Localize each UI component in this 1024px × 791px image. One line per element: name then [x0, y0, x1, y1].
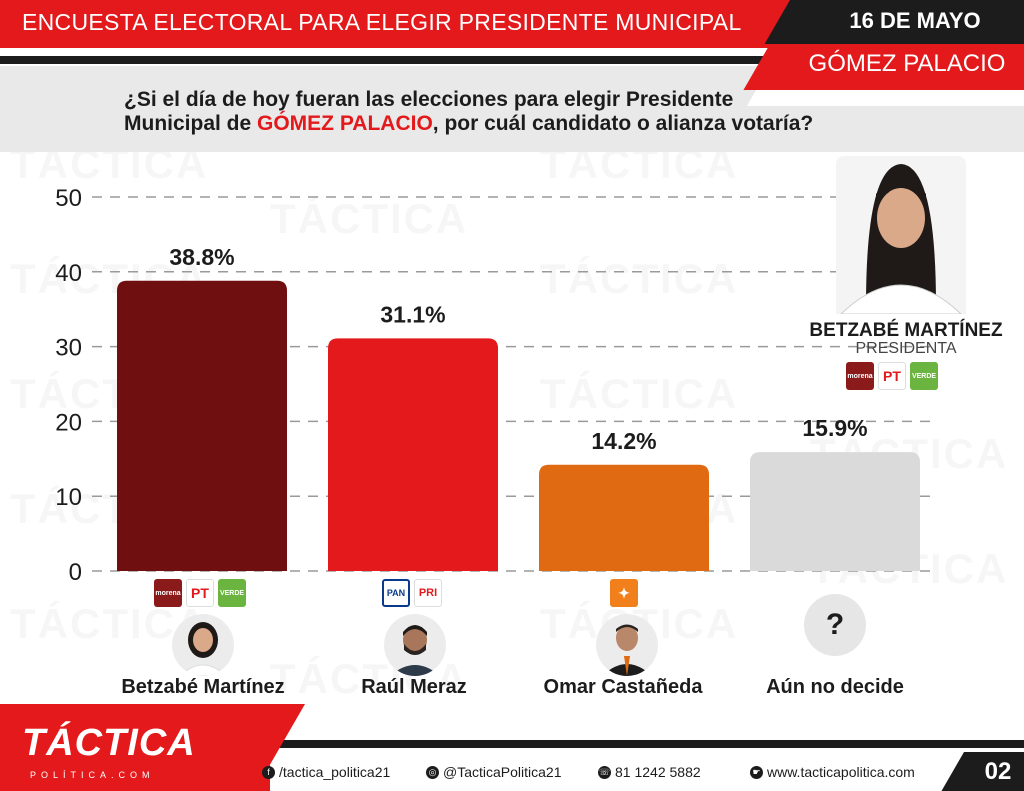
winner-party-logos: morena PT VERDE: [846, 362, 938, 390]
candidate-name: Omar Castañeda: [543, 676, 703, 698]
facebook-handle: /tactica_politica21: [279, 764, 391, 780]
page-number: 02: [984, 758, 1012, 785]
candidate-name: Raúl Meraz: [361, 676, 467, 698]
y-tick-label: 20: [55, 409, 82, 436]
party-logos-raul: PAN PRI: [382, 579, 442, 609]
y-tick-label: 30: [55, 335, 82, 362]
instagram-handle: @TacticaPolitica21: [443, 764, 562, 780]
brand-logo: TÁCTICA: [22, 722, 196, 764]
footer-website[interactable]: ☛ www.tacticapolitica.com: [750, 764, 915, 780]
question-line-2c: , por cuál candidato o alianza votaría?: [432, 112, 814, 135]
party-logos-omar: ✦: [610, 579, 638, 609]
whatsapp-icon: ☏: [598, 765, 611, 779]
verde-logo-icon: VERDE: [218, 579, 246, 607]
candidate-name: Betzabé Martínez: [121, 676, 285, 698]
footer-divider: [0, 740, 1024, 748]
pan-logo-icon: PAN: [382, 579, 410, 607]
survey-question: ¿Si el día de hoy fueran las elecciones …: [124, 88, 844, 136]
survey-date: 16 DE MAYO: [849, 8, 981, 33]
brand-logo-sub: POLÍTICA.COM: [30, 770, 155, 780]
y-tick-label: 0: [69, 559, 82, 586]
bar-value-label: 14.2%: [591, 428, 656, 454]
y-tick-label: 40: [55, 260, 82, 287]
undecided-icon: ?: [804, 594, 866, 656]
footer-facebook[interactable]: f /tactica_politica21: [262, 764, 390, 780]
header-divider: [0, 56, 800, 64]
question-line-1: ¿Si el día de hoy fueran las elecciones …: [124, 88, 734, 111]
pointer-hand-icon: ☛: [750, 765, 763, 779]
morena-logo-icon: morena: [154, 579, 182, 607]
person-icon: [390, 625, 440, 676]
candidate-name: Aún no decide: [766, 676, 904, 698]
bar: [117, 280, 287, 571]
bar: [750, 452, 920, 571]
bar-value-label: 38.8%: [169, 244, 234, 270]
header-title: ENCUESTA ELECTORAL PARA ELEGIR PRESIDENT…: [22, 9, 742, 35]
bar: [539, 464, 709, 571]
phone-number: 81 1242 5882: [615, 764, 701, 780]
bar-chart: 0 10 20 30 40 50 38.8% 31.1% 14.2% 15.9%: [55, 185, 935, 586]
morena-logo-icon: morena: [846, 362, 874, 390]
footer-instagram[interactable]: ◎ @TacticaPolitica21: [426, 764, 562, 780]
footer-phone[interactable]: ☏ 81 1242 5882: [598, 764, 701, 780]
winner-photo: [836, 156, 966, 314]
avatar-omar: [596, 614, 658, 676]
y-tick-label: 10: [55, 484, 82, 511]
verde-logo-icon: VERDE: [910, 362, 938, 390]
party-logos-betzabe: morena PT VERDE: [154, 579, 246, 609]
pt-logo-icon: PT: [878, 362, 906, 390]
avatar-betzabe: [172, 614, 234, 676]
question-line-2a: Municipal de: [124, 112, 258, 135]
avatar-raul: [384, 614, 446, 676]
winner-name: BETZABÉ MARTÍNEZ: [809, 320, 1003, 341]
winner-role: PRESIDENTA: [855, 340, 957, 357]
bar: [328, 338, 498, 571]
question-city-highlight: GÓMEZ PALACIO: [257, 112, 433, 135]
instagram-icon: ◎: [426, 765, 439, 779]
person-icon: [602, 624, 652, 676]
pt-logo-icon: PT: [186, 579, 214, 607]
bar-value-label: 15.9%: [802, 415, 867, 441]
bar-value-label: 31.1%: [380, 301, 445, 327]
facebook-icon: f: [262, 765, 275, 779]
y-tick-label: 50: [55, 185, 82, 212]
person-icon: [840, 164, 962, 314]
website-url: www.tacticapolitica.com: [767, 764, 915, 780]
city-name: GÓMEZ PALACIO: [808, 50, 1006, 77]
pri-logo-icon: PRI: [414, 579, 442, 607]
person-icon: [179, 622, 227, 676]
mc-logo-icon: ✦: [610, 579, 638, 607]
